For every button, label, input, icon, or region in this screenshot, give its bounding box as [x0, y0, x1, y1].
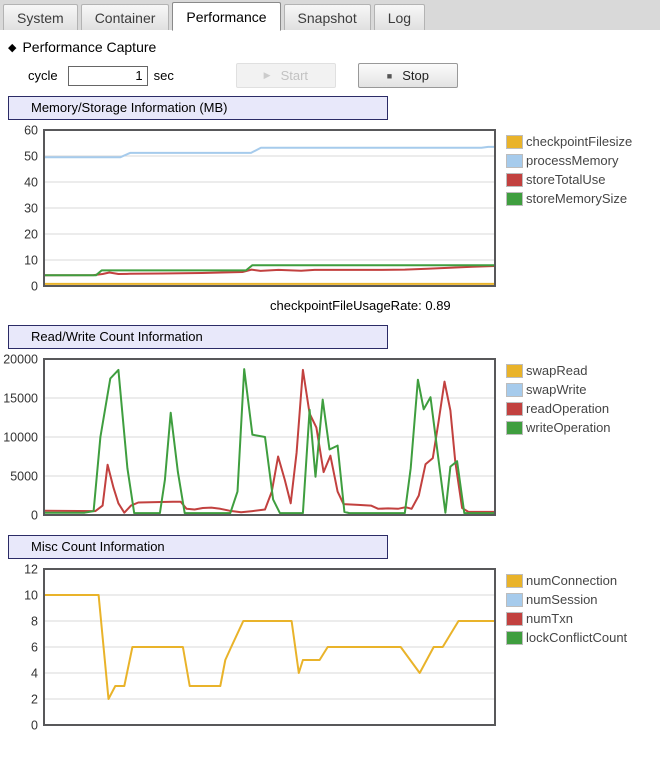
series-line-readOperation: [43, 368, 496, 514]
cycle-unit-label: sec: [153, 68, 174, 83]
y-tick-label: 6: [31, 641, 38, 655]
performance-capture-heading: ◆ Performance Capture: [8, 39, 660, 55]
series-line-numConnection: [43, 594, 496, 700]
legend-swatch-icon: [506, 611, 523, 626]
legend-item: checkpointFilesize: [506, 132, 632, 151]
series-line-storeMemorySize: [43, 264, 496, 277]
legend-item: swapRead: [506, 361, 611, 380]
y-tick-label: 60: [24, 124, 38, 138]
diamond-icon: ◆: [8, 41, 17, 54]
memory-storage-legend: checkpointFilesize processMemory storeTota…: [506, 132, 632, 208]
y-tick-label: 50: [24, 150, 38, 164]
legend-label: swapRead: [526, 363, 588, 378]
legend-item: numTxn: [506, 609, 627, 628]
series-line-processMemory: [43, 145, 496, 159]
cycle-label: cycle: [28, 68, 58, 83]
misc-count-chart-row: 0 2 4 6 8 10 12 numConnection numSession numTxn l…: [0, 561, 660, 733]
legend-label: checkpointFilesize: [526, 134, 633, 149]
legend-item: processMemory: [506, 151, 632, 170]
y-tick-label: 0: [31, 719, 38, 733]
legend-swatch-icon: [506, 134, 523, 149]
legend-swatch-icon: [506, 172, 523, 187]
y-tick-label: 5000: [10, 470, 38, 484]
legend-label: writeOperation: [526, 420, 611, 435]
cycle-input[interactable]: [67, 65, 148, 86]
series-line-writeOperation: [43, 368, 496, 515]
legend-swatch-icon: [506, 191, 523, 206]
y-tick-label: 2: [31, 693, 38, 707]
legend-item: storeTotalUse: [506, 170, 632, 189]
y-tick-label: 10: [24, 254, 38, 268]
legend-label: swapWrite: [526, 382, 587, 397]
legend-swatch-icon: [506, 401, 523, 416]
y-tick-label: 8: [31, 615, 38, 629]
legend-item: writeOperation: [506, 418, 611, 437]
legend-item: numConnection: [506, 571, 627, 590]
y-tick-label: 10000: [3, 431, 38, 445]
memory-storage-chart: 0 10 20 30 40 50 60: [24, 124, 496, 294]
start-button-label: Start: [280, 68, 309, 83]
y-tick-label: 0: [31, 509, 38, 523]
tab-container[interactable]: Container: [80, 4, 170, 30]
read-write-legend: swapRead swapWrite readOperation writeOpera…: [506, 361, 611, 437]
legend-item: lockConflictCount: [506, 628, 627, 647]
legend-label: storeMemorySize: [526, 191, 628, 206]
legend-swatch-icon: [506, 363, 523, 378]
checkpoint-file-usage-rate: checkpointFileUsageRate: 0.89: [270, 298, 451, 313]
legend-item: swapWrite: [506, 380, 611, 399]
stop-button[interactable]: ■ Stop: [357, 63, 458, 88]
tab-snapshot[interactable]: Snapshot: [283, 4, 371, 30]
tab-log[interactable]: Log: [373, 4, 426, 30]
legend-swatch-icon: [506, 573, 523, 588]
legend-swatch-icon: [506, 382, 523, 397]
memory-storage-chart-row: 0 10 20 30 40 50 60 checkpointFilesize processM…: [0, 122, 660, 294]
legend-label: processMemory: [526, 153, 619, 168]
stop-button-label: Stop: [402, 68, 429, 83]
legend-swatch-icon: [506, 630, 523, 645]
y-tick-label: 12: [24, 563, 38, 577]
misc-count-legend: numConnection numSession numTxn lockConflic…: [506, 571, 627, 647]
y-tick-label: 20000: [3, 353, 38, 367]
y-tick-label: 10: [24, 589, 38, 603]
series-line-storeTotalUse: [43, 265, 496, 277]
legend-label: storeTotalUse: [526, 172, 606, 187]
start-button[interactable]: ▶ Start: [235, 63, 336, 88]
read-write-chart-row: 0 5000 10000 15000 20000 swapRead swapWrite re…: [0, 351, 660, 523]
legend-label: lockConflictCount: [526, 630, 628, 645]
legend-label: readOperation: [526, 401, 610, 416]
legend-swatch-icon: [506, 592, 523, 607]
y-tick-label: 40: [24, 176, 38, 190]
read-write-chart: 0 5000 10000 15000 20000: [3, 353, 496, 523]
section-header-read-write: Read/Write Count Information: [8, 325, 388, 349]
misc-count-chart: 0 2 4 6 8 10 12: [24, 563, 496, 733]
tab-performance[interactable]: Performance: [172, 2, 281, 31]
legend-label: numSession: [526, 592, 598, 607]
y-tick-label: 30: [24, 202, 38, 216]
section-header-misc-count: Misc Count Information: [8, 535, 388, 559]
legend-label: numConnection: [526, 573, 618, 588]
legend-item: readOperation: [506, 399, 611, 418]
y-tick-label: 20: [24, 228, 38, 242]
stop-icon: ■: [386, 70, 393, 81]
legend-label: numTxn: [526, 611, 573, 626]
tab-bar: System Container Performance Snapshot Lo…: [0, 0, 660, 31]
play-icon: ▶: [263, 70, 271, 80]
performance-capture-title: Performance Capture: [22, 39, 157, 55]
tab-system[interactable]: System: [3, 4, 78, 30]
legend-swatch-icon: [506, 420, 523, 435]
y-tick-label: 4: [31, 667, 38, 681]
legend-item: storeMemorySize: [506, 189, 632, 208]
y-tick-label: 15000: [3, 392, 38, 406]
legend-swatch-icon: [506, 153, 523, 168]
section-header-memory-storage: Memory/Storage Information (MB): [8, 96, 388, 120]
y-tick-label: 0: [31, 280, 38, 294]
legend-item: numSession: [506, 590, 627, 609]
